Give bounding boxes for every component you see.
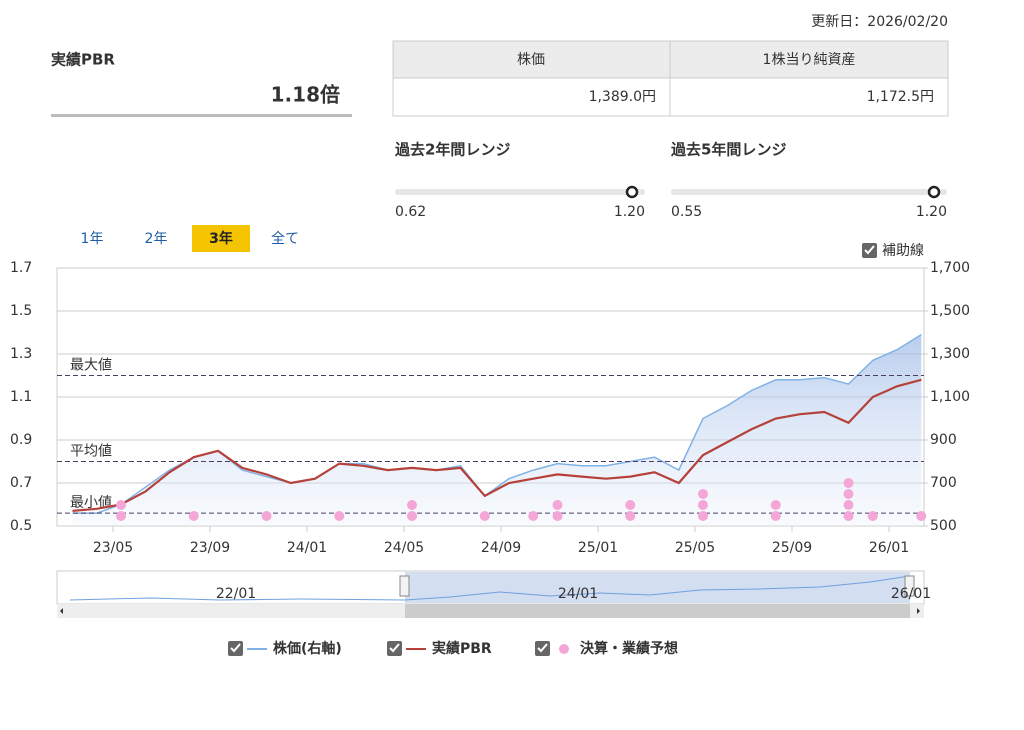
table-cell: 1,172.5円 <box>867 89 934 105</box>
legend: 株価(右軸) 実績PBR 決算・業績予想 <box>228 640 678 657</box>
navigator-label: 26/01 <box>891 586 931 602</box>
navigator-label: 22/01 <box>216 586 256 602</box>
ref-label: 平均値 <box>70 444 112 460</box>
period-button[interactable]: 全て <box>271 230 299 247</box>
event-dot[interactable] <box>698 511 708 521</box>
event-dot[interactable] <box>528 511 539 521</box>
legend-label[interactable]: 株価(右軸) <box>273 640 342 657</box>
underline <box>51 114 352 117</box>
x-tick-label: 24/09 <box>481 540 521 556</box>
range-knob <box>625 185 639 199</box>
navigator-handle[interactable] <box>399 575 410 597</box>
x-tick-label: 23/09 <box>190 540 230 556</box>
check-icon <box>230 643 241 653</box>
range-max: 1.20 <box>916 204 947 220</box>
event-dot[interactable] <box>843 500 854 510</box>
legend-label[interactable]: 実績PBR <box>432 640 492 657</box>
event-dot[interactable] <box>843 478 854 488</box>
period-buttons: 1年 2年 3年 全て <box>81 225 299 252</box>
event-dot[interactable] <box>188 511 199 521</box>
pbr-title: 実績PBR <box>51 51 115 69</box>
y-tick-label: 1.5 <box>10 303 32 319</box>
y2-tick-label: 900 <box>930 432 957 448</box>
period-selected[interactable] <box>192 225 250 252</box>
range-knob <box>927 185 941 199</box>
y2-tick-label: 1,100 <box>930 389 970 405</box>
range-track <box>395 189 645 195</box>
check-icon <box>537 643 548 653</box>
pbr-value: 1.18倍 <box>271 83 340 107</box>
y-tick-label: 1.1 <box>10 389 32 405</box>
event-dot[interactable] <box>479 511 490 521</box>
event-dot[interactable] <box>770 500 781 510</box>
period-button[interactable]: 1年 <box>81 231 104 247</box>
range-track <box>671 189 947 195</box>
x-tick-label: 24/01 <box>287 540 327 556</box>
navigator-selection[interactable] <box>405 572 910 603</box>
period-button[interactable]: 2年 <box>145 231 168 247</box>
x-tick-label: 25/05 <box>675 540 715 556</box>
y2-tick-label: 1,700 <box>930 260 970 276</box>
table-header-cell: 株価 <box>517 52 545 68</box>
ranges: 過去2年間レンジ 0.62 1.20 過去5年間レンジ 0.55 1.20 <box>394 141 947 220</box>
y2-tick-label: 1,500 <box>930 303 970 319</box>
y2-tick-label: 700 <box>930 475 957 491</box>
x-tick-label: 25/01 <box>578 540 618 556</box>
event-dot[interactable] <box>770 511 781 521</box>
period-button[interactable]: 3年 <box>209 230 233 247</box>
scrollbar-thumb[interactable] <box>405 604 910 618</box>
event-dot[interactable] <box>407 511 417 521</box>
event-dot[interactable] <box>625 500 636 510</box>
range-min: 0.62 <box>395 204 426 220</box>
x-tick-label: 26/01 <box>869 540 909 556</box>
range-max: 1.20 <box>614 204 645 220</box>
price-area <box>72 334 922 526</box>
event-dot[interactable] <box>407 500 417 510</box>
y-tick-label: 0.5 <box>10 518 32 534</box>
event-dot[interactable] <box>552 511 563 521</box>
updated: 更新日：2026/02/20 <box>811 14 948 30</box>
navigator-label: 24/01 <box>558 586 598 602</box>
y-tick-label: 0.9 <box>10 432 32 448</box>
table-cell: 1,389.0円 <box>589 89 656 105</box>
check-icon <box>864 245 875 255</box>
y-tick-label: 1.7 <box>10 260 32 276</box>
y2-tick-label: 500 <box>930 518 957 534</box>
pbr-line <box>72 378 922 512</box>
x-tick-label: 25/09 <box>772 540 812 556</box>
event-dot[interactable] <box>843 511 854 521</box>
range-min: 0.55 <box>671 204 702 220</box>
event-dot[interactable] <box>116 500 126 510</box>
event-dot[interactable] <box>552 500 563 510</box>
range-title: 過去5年間レンジ <box>670 141 786 159</box>
event-dot[interactable] <box>916 511 927 521</box>
table-header-cell: 1株当り純資産 <box>763 52 856 68</box>
y-tick-label: 0.7 <box>10 475 32 491</box>
x-tick-label: 24/05 <box>384 540 424 556</box>
legend-label[interactable]: 決算・業績予想 <box>580 640 678 657</box>
y2-tick-label: 1,300 <box>930 346 970 362</box>
x-tick-label: 23/05 <box>93 540 133 556</box>
range-title: 過去2年間レンジ <box>394 141 510 159</box>
event-dot[interactable] <box>625 511 636 521</box>
navigator-handle[interactable] <box>904 575 915 597</box>
event-dot[interactable] <box>867 511 878 521</box>
event-dot[interactable] <box>116 511 126 521</box>
legend-symbol <box>559 644 569 654</box>
guide-toggle[interactable]: 補助線 <box>882 243 924 259</box>
event-dot[interactable] <box>334 511 345 521</box>
event-dot[interactable] <box>698 489 708 499</box>
navigator-line <box>69 575 911 601</box>
chart: 0.5 0.7 0.9 1.1 1.3 1.5 1.7 500 700 900 1,100 1,300… <box>10 260 970 556</box>
event-dot[interactable] <box>261 511 272 521</box>
check-icon <box>389 643 400 653</box>
event-dot[interactable] <box>698 500 708 510</box>
ref-label: 最大値 <box>70 358 112 374</box>
y-tick-label: 1.3 <box>10 346 32 362</box>
event-dot[interactable] <box>843 489 854 499</box>
